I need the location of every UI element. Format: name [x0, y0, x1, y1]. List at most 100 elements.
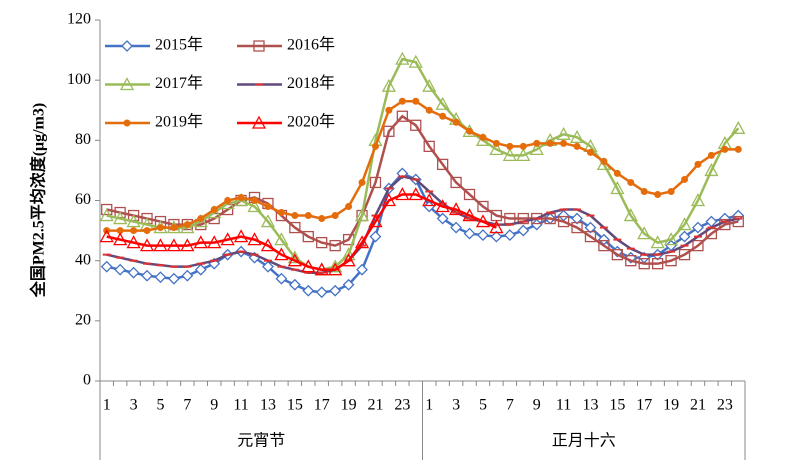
x-tick-label: 15	[609, 397, 625, 414]
point	[557, 209, 570, 222]
x-tick-label: 13	[260, 397, 276, 414]
point	[260, 214, 276, 228]
point	[439, 112, 447, 120]
point	[329, 284, 342, 297]
point	[395, 187, 410, 201]
point	[640, 187, 648, 195]
point	[450, 221, 463, 234]
point	[130, 227, 138, 235]
x-tick-label: 17	[314, 397, 330, 414]
point	[584, 221, 597, 234]
series-line	[106, 193, 497, 271]
legend-label: 2020年	[287, 113, 335, 131]
x-tick-label: 17	[636, 397, 652, 414]
point	[452, 118, 460, 126]
point	[463, 227, 476, 240]
point	[385, 106, 393, 114]
point	[329, 239, 341, 252]
point	[398, 97, 406, 105]
point	[247, 199, 262, 213]
group-label: 元宵节	[237, 432, 285, 450]
point	[101, 203, 113, 216]
point	[422, 78, 437, 92]
point	[123, 119, 131, 127]
point	[678, 248, 691, 261]
point	[288, 278, 301, 291]
x-tick-label: 5	[479, 397, 487, 414]
point	[253, 40, 265, 52]
point	[422, 193, 437, 207]
x-tick-label: 3	[452, 397, 460, 414]
point	[264, 203, 272, 211]
point	[358, 178, 366, 186]
point	[383, 125, 395, 137]
point	[490, 230, 503, 243]
x-tick-label: 9	[210, 397, 218, 414]
point	[637, 226, 652, 240]
point	[315, 286, 328, 299]
x-tick-label: 23	[717, 397, 733, 414]
point	[516, 148, 531, 162]
point	[408, 54, 423, 68]
point	[410, 119, 422, 131]
point	[304, 212, 312, 220]
point	[638, 258, 650, 270]
point	[156, 224, 164, 232]
point	[448, 202, 464, 216]
point	[654, 190, 662, 198]
point	[369, 176, 382, 189]
legend-label: 2019年	[155, 113, 203, 131]
point	[435, 199, 450, 213]
x-tick-label: 5	[156, 397, 164, 414]
point	[289, 221, 301, 234]
point	[556, 126, 571, 140]
point	[251, 115, 267, 129]
y-tick-label: 20	[75, 312, 91, 329]
point	[328, 262, 343, 276]
point	[318, 215, 326, 223]
point	[721, 145, 729, 153]
point	[652, 258, 664, 270]
point	[462, 208, 477, 222]
point	[613, 169, 621, 177]
point	[627, 178, 635, 186]
point	[277, 209, 285, 217]
point	[141, 269, 153, 282]
point	[287, 253, 302, 267]
point	[274, 232, 289, 246]
point	[275, 272, 288, 285]
point	[681, 175, 689, 183]
point	[533, 139, 541, 147]
x-tick-label: 19	[341, 397, 357, 414]
point	[571, 212, 583, 225]
y-tick-label: 100	[67, 71, 91, 88]
point	[181, 269, 194, 282]
point	[650, 235, 665, 249]
point	[600, 157, 608, 165]
y-tick-label: 40	[75, 251, 91, 268]
point	[99, 229, 114, 243]
point	[143, 227, 151, 235]
point	[194, 263, 207, 276]
point	[557, 215, 570, 228]
point	[517, 212, 529, 225]
point	[233, 229, 249, 243]
group-label: 正月十六	[552, 432, 616, 450]
point	[571, 221, 583, 234]
point	[477, 229, 489, 242]
point	[368, 214, 383, 228]
point	[180, 220, 195, 234]
point	[114, 263, 127, 276]
point	[291, 212, 299, 220]
point	[560, 139, 568, 147]
point	[584, 230, 597, 243]
point	[425, 106, 433, 114]
point	[623, 208, 638, 222]
y-tick-label: 0	[83, 372, 91, 389]
point	[663, 232, 679, 246]
point	[690, 193, 706, 207]
point	[704, 163, 719, 177]
y-axis-title: 全国PM2.5平均浓度(μg/m3)	[29, 103, 48, 298]
point	[610, 181, 625, 195]
legend-label: 2018年	[287, 74, 335, 92]
